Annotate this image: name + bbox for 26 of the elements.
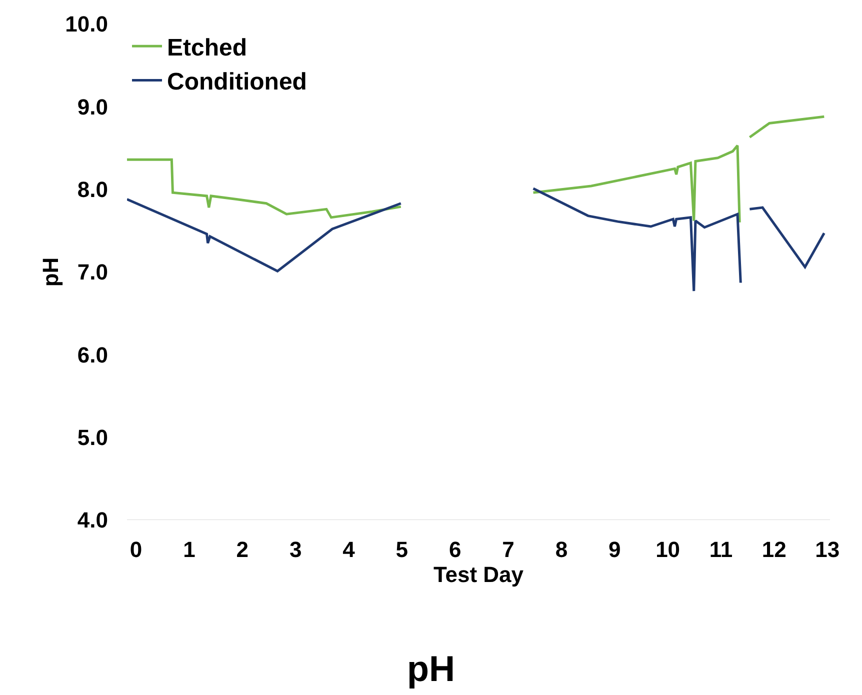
x-tick-label: 9 <box>608 537 621 562</box>
y-tick-label: 9.0 <box>77 94 108 120</box>
legend-label: Etched <box>167 34 248 62</box>
y-tick-label: 7.0 <box>77 260 108 285</box>
y-axis-title: pH <box>38 257 63 287</box>
y-tick-label: 10.0 <box>65 12 108 37</box>
x-tick-label: 11 <box>709 537 733 562</box>
x-tick-label: 3 <box>289 537 302 562</box>
x-tick-label: 5 <box>396 537 408 562</box>
x-tick-label: 4 <box>342 537 356 562</box>
y-tick-label: 8.0 <box>77 177 108 202</box>
text: pH <box>407 648 455 690</box>
y-tick-label: 5.0 <box>77 425 108 450</box>
x-axis-title: Test Day <box>433 562 524 587</box>
x-tick-label: 7 <box>502 537 514 562</box>
x-tick-label: 1 <box>183 537 196 562</box>
legend-label: Conditioned <box>167 68 307 96</box>
x-tick-label: 8 <box>555 537 568 562</box>
x-tick-label: 12 <box>762 537 786 562</box>
x-tick-label: 6 <box>448 537 462 562</box>
x-tick-label: 10 <box>656 537 680 562</box>
x-tick-label: 0 <box>130 537 142 562</box>
y-tick-label: 4.0 <box>77 508 108 533</box>
x-tick-label: 2 <box>236 537 249 562</box>
y-tick-label: 6.0 <box>77 342 108 368</box>
x-tick-label: 13 <box>815 537 840 562</box>
